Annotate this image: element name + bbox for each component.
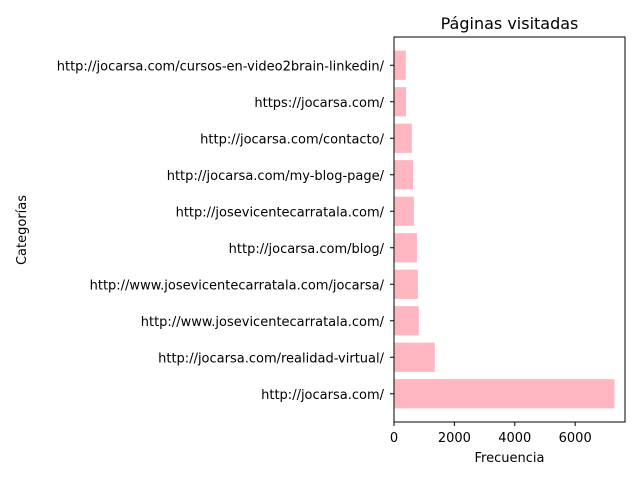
bar <box>394 306 419 336</box>
y-tick-label: http://www.josevicentecarratala.com/joca… <box>90 278 385 293</box>
bar <box>394 269 418 299</box>
y-tick-label: http://jocarsa.com/my-blog-page/ <box>167 169 385 184</box>
bar <box>394 379 615 409</box>
bars-group <box>394 50 615 409</box>
x-axis-ticks: 0 2000 4000 6000 <box>390 422 592 446</box>
x-tick-label: 4000 <box>498 431 531 446</box>
bar <box>394 50 406 80</box>
x-tick-label: 6000 <box>559 431 592 446</box>
y-axis-ticks: http://jocarsa.com/http://jocarsa.com/re… <box>57 59 394 403</box>
bar <box>394 233 417 263</box>
x-axis-label: Frecuencia <box>475 451 545 466</box>
bar <box>394 123 412 153</box>
y-axis-label: Categorías <box>15 195 30 265</box>
bar <box>394 160 414 190</box>
bar <box>394 342 435 372</box>
y-tick-label: http://jocarsa.com/realidad-virtual/ <box>158 351 384 366</box>
x-tick-label: 0 <box>390 431 398 446</box>
bar <box>394 87 407 117</box>
y-tick-label: http://josevicentecarratala.com/ <box>176 205 385 220</box>
y-tick-label: http://jocarsa.com/ <box>261 388 384 403</box>
chart-title: Páginas visitadas <box>441 14 579 33</box>
y-tick-label: http://jocarsa.com/contacto/ <box>200 132 384 147</box>
bar <box>394 196 414 226</box>
y-tick-label: http://jocarsa.com/blog/ <box>229 242 385 257</box>
y-tick-label: https://jocarsa.com/ <box>254 96 384 111</box>
plot-frame <box>393 36 626 423</box>
y-tick-label: http://jocarsa.com/cursos-en-video2brain… <box>57 59 385 74</box>
x-tick-label: 2000 <box>438 431 471 446</box>
y-tick-label: http://www.josevicentecarratala.com/ <box>141 315 385 330</box>
